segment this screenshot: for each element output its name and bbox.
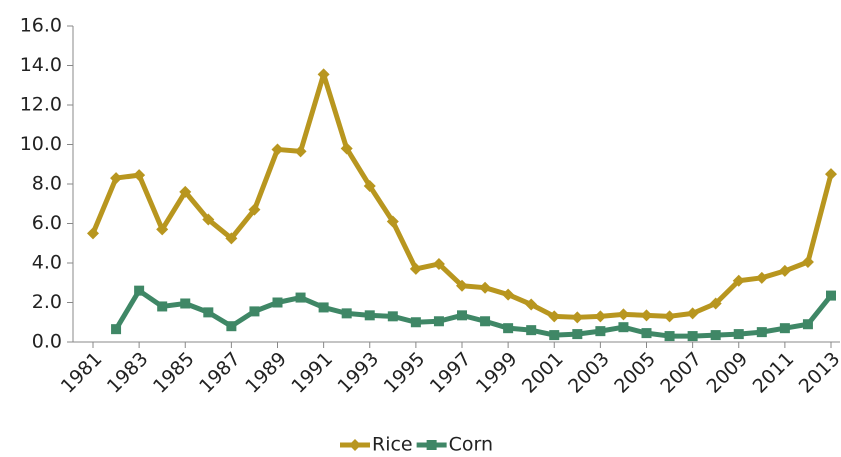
marker bbox=[134, 285, 145, 296]
marker bbox=[479, 281, 492, 294]
x-tick-label: 2009 bbox=[702, 348, 752, 398]
marker bbox=[826, 290, 836, 301]
marker bbox=[157, 301, 168, 312]
marker bbox=[272, 297, 283, 308]
marker bbox=[294, 145, 307, 158]
x-tick-label: 1987 bbox=[195, 348, 245, 398]
marker bbox=[617, 308, 630, 321]
marker bbox=[710, 330, 721, 341]
marker bbox=[133, 169, 146, 182]
marker bbox=[249, 306, 260, 317]
x-tick-label: 2005 bbox=[610, 348, 660, 398]
marker bbox=[664, 331, 675, 342]
marker bbox=[156, 223, 169, 236]
marker bbox=[802, 319, 813, 330]
marker bbox=[87, 227, 99, 240]
marker bbox=[203, 307, 214, 318]
marker bbox=[386, 215, 399, 228]
marker bbox=[549, 330, 560, 341]
marker bbox=[595, 326, 606, 337]
x-tick-label: 2007 bbox=[656, 348, 706, 398]
marker bbox=[732, 274, 745, 287]
x-tick-label: 2003 bbox=[564, 348, 614, 398]
x-tick-label: 1995 bbox=[380, 348, 430, 398]
x-tick-label: 2001 bbox=[518, 348, 568, 398]
marker bbox=[456, 279, 468, 292]
marker bbox=[779, 323, 790, 334]
y-tick-label: 0.0 bbox=[32, 331, 62, 353]
marker bbox=[572, 329, 583, 340]
marker bbox=[340, 142, 353, 155]
y-tick-label: 6.0 bbox=[32, 212, 62, 234]
marker bbox=[756, 327, 767, 338]
marker bbox=[111, 324, 122, 335]
marker bbox=[226, 321, 237, 332]
x-tick-label: 1985 bbox=[149, 348, 199, 398]
marker bbox=[110, 172, 123, 185]
marker bbox=[502, 288, 515, 301]
x-tick-label: 1999 bbox=[472, 348, 522, 398]
marker bbox=[409, 262, 422, 275]
marker bbox=[341, 308, 352, 319]
x-tick-label: 1989 bbox=[241, 348, 291, 398]
marker bbox=[733, 329, 744, 340]
marker bbox=[663, 310, 676, 323]
y-tick-label: 4.0 bbox=[32, 252, 62, 274]
marker bbox=[433, 316, 444, 327]
marker bbox=[778, 264, 791, 277]
x-tick-label: 2011 bbox=[749, 348, 799, 398]
marker bbox=[641, 328, 652, 339]
marker bbox=[225, 232, 238, 245]
x-tick-label: 2013 bbox=[795, 348, 841, 398]
x-tick-label: 1991 bbox=[287, 348, 337, 398]
y-tick-label: 8.0 bbox=[32, 173, 62, 195]
marker bbox=[271, 143, 284, 156]
y-tick-label: 10.0 bbox=[20, 133, 62, 155]
marker bbox=[618, 322, 629, 333]
marker bbox=[480, 316, 491, 327]
marker bbox=[503, 323, 514, 334]
marker bbox=[640, 309, 653, 322]
y-tick-label: 14.0 bbox=[20, 54, 62, 76]
marker bbox=[526, 325, 537, 336]
legend-label: Rice bbox=[372, 434, 413, 456]
legend-label: Corn bbox=[449, 434, 493, 456]
marker bbox=[318, 302, 329, 313]
marker bbox=[387, 311, 398, 322]
marker bbox=[179, 185, 192, 198]
marker bbox=[594, 310, 607, 323]
marker bbox=[686, 307, 699, 320]
marker bbox=[825, 168, 837, 181]
y-tick-label: 16.0 bbox=[20, 15, 62, 37]
legend-marker bbox=[349, 439, 361, 451]
marker bbox=[548, 310, 561, 323]
x-tick-label: 1983 bbox=[103, 348, 153, 398]
marker bbox=[801, 256, 814, 269]
x-tick-label: 1981 bbox=[57, 348, 107, 398]
y-tick-label: 12.0 bbox=[20, 94, 62, 116]
y-tick-label: 2.0 bbox=[32, 291, 62, 313]
x-tick-label: 1997 bbox=[426, 348, 476, 398]
marker bbox=[363, 179, 376, 192]
marker bbox=[432, 257, 445, 270]
marker bbox=[202, 213, 215, 226]
marker bbox=[248, 203, 261, 216]
marker bbox=[709, 297, 722, 310]
marker bbox=[457, 310, 467, 321]
marker bbox=[180, 298, 191, 309]
marker bbox=[525, 298, 538, 311]
marker bbox=[295, 292, 306, 303]
marker bbox=[364, 310, 375, 321]
marker bbox=[755, 271, 768, 284]
marker bbox=[571, 311, 584, 324]
marker bbox=[410, 317, 421, 328]
marker bbox=[317, 68, 330, 81]
marker bbox=[687, 331, 698, 342]
x-tick-label: 1993 bbox=[333, 348, 383, 398]
legend-marker bbox=[426, 440, 437, 450]
